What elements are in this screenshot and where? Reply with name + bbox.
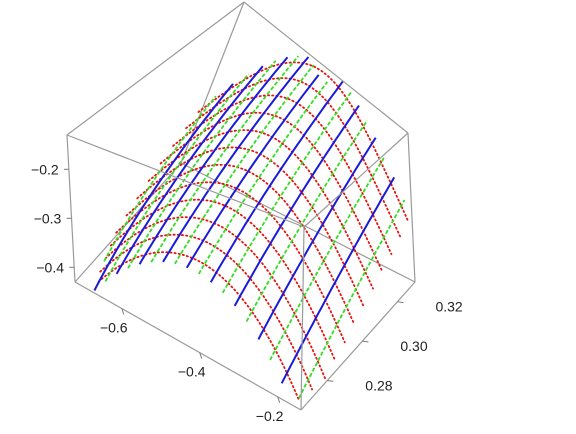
box-edge-front-right-vertical	[300, 226, 305, 411]
green-curve-7	[221, 91, 352, 294]
x-tick-1-mark	[121, 308, 125, 315]
green-curve-4	[150, 55, 299, 263]
plot-box-front-edges	[66, 1, 416, 411]
z-tick-3-label: −0.4	[36, 259, 64, 275]
dotted-curve-4	[110, 198, 337, 362]
blue-curve-2	[115, 65, 264, 275]
green-curve-5	[174, 64, 315, 265]
blue-curve-8	[257, 137, 377, 340]
box-edge-back-top	[243, 1, 409, 134]
green-curve-10	[298, 199, 406, 399]
box-edge-left-top	[66, 1, 245, 136]
green-curve-8	[245, 120, 368, 322]
dotted-curve-5	[115, 181, 346, 344]
box-edge-front-top	[66, 134, 305, 228]
x-tick-3-mark	[277, 396, 281, 403]
y-tick-2-label: 0.30	[400, 338, 427, 354]
x-tick-1-label: −0.6	[100, 319, 128, 335]
green-curve-6	[198, 81, 329, 275]
blue-curve-9	[280, 176, 396, 384]
y-tick-1-label: 0.28	[365, 377, 392, 393]
box-edge-right-bottom	[300, 281, 416, 411]
dotted-curve-2	[99, 233, 313, 391]
x-tick-2-label: −0.4	[178, 364, 206, 380]
y-tick-1-mark	[327, 379, 334, 382]
z-tick-1-label: −0.2	[31, 161, 59, 177]
blue-curve-6	[209, 80, 344, 283]
tick-layer: −0.6 −0.4 −0.2 0.28 0.30 0.32 −0.2 −0.3 −0.4	[31, 161, 463, 423]
green-curve-2	[104, 73, 250, 282]
y-tick-3-label: 0.32	[435, 299, 462, 315]
green-curve-3	[127, 60, 277, 269]
x-tick-3-label: −0.2	[256, 408, 284, 424]
dotted-curve-12	[197, 61, 410, 224]
blue-curve-4	[162, 56, 310, 263]
y-tick-2-mark	[362, 340, 369, 343]
x-tick-2-mark	[199, 352, 203, 359]
box-edge-right-top	[303, 132, 409, 228]
dotted-curve-1	[97, 251, 300, 401]
curve-layer	[93, 55, 410, 401]
box-edge-front-bottom	[74, 281, 302, 411]
green-curve-1	[103, 95, 217, 262]
dotted-curve-7	[136, 146, 365, 308]
y-tick-3-mark	[397, 301, 404, 304]
box-edge-left-bottom	[74, 162, 182, 283]
blue-curve-1	[93, 83, 234, 291]
box-edge-back-right-vertical	[407, 132, 416, 283]
plot-box-back-edges	[74, 1, 416, 283]
dotted-curve-3	[104, 216, 327, 381]
blue-curve-5	[185, 74, 320, 269]
blue-curve-3	[138, 56, 289, 265]
dotted-curve-6	[125, 163, 356, 326]
z-tick-2-label: −0.3	[34, 210, 62, 226]
box-edge-front-left-vertical	[66, 134, 76, 283]
blue-curve-7	[233, 105, 360, 307]
